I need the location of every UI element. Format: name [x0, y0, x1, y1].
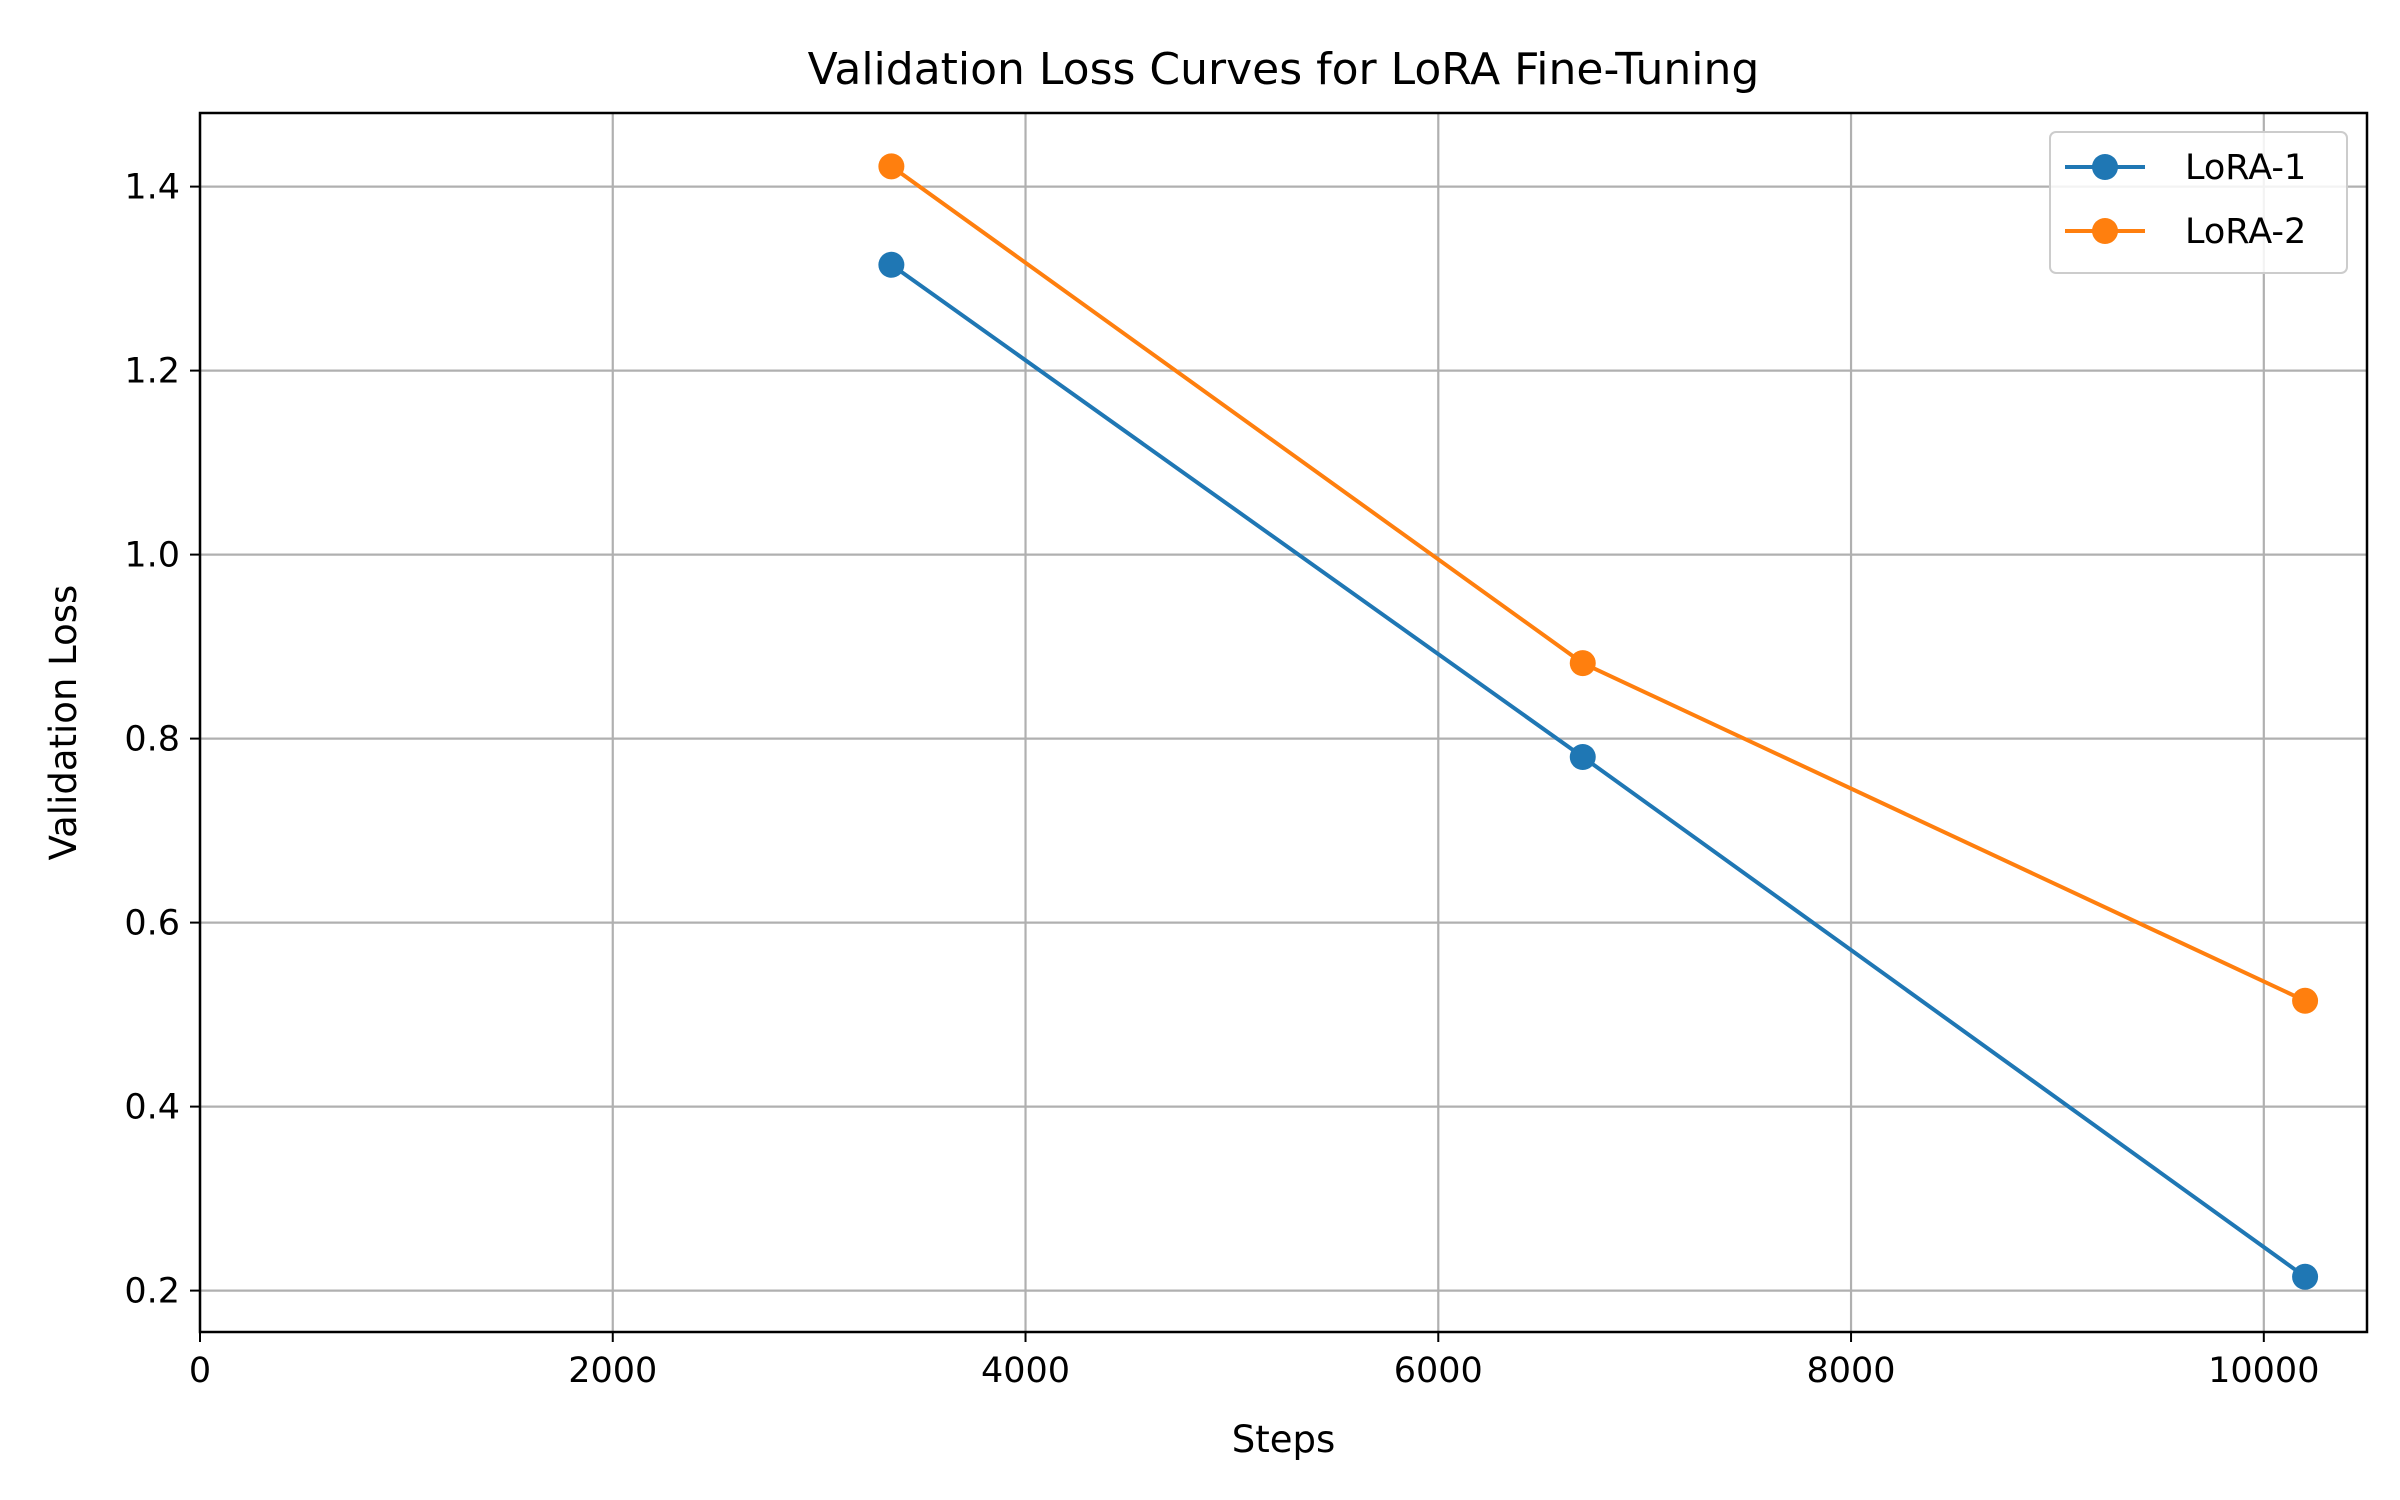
legend-marker [2092, 218, 2118, 244]
data-point [878, 153, 905, 180]
x-tick-label: 4000 [981, 1351, 1070, 1391]
y-tick-label: 0.8 [124, 720, 180, 760]
y-tick-label: 1.0 [124, 536, 180, 576]
legend: LoRA-1 LoRA-2 [2049, 131, 2348, 274]
y-tick-label: 0.4 [124, 1088, 180, 1128]
legend-marker [2092, 154, 2118, 180]
data-point [2292, 1263, 2319, 1290]
y-tick-label: 1.2 [124, 352, 180, 392]
x-axis-ticks: 0 2000 4000 6000 8000 10000 [189, 1332, 2319, 1391]
series-lora-1 [878, 251, 2319, 1290]
series-line [888, 262, 2308, 1280]
y-tick-label: 0.6 [124, 904, 180, 944]
x-tick-label: 6000 [1394, 1351, 1483, 1391]
legend-label: LoRA-1 [2185, 148, 2306, 188]
y-axis-title: Validation Loss [42, 585, 85, 861]
grid [198, 113, 2367, 1332]
legend-label: LoRA-2 [2185, 212, 2306, 252]
data-point [1569, 650, 1596, 677]
legend-items: LoRA-1 LoRA-2 [2065, 148, 2306, 252]
data-point [878, 251, 905, 278]
x-tick-label: 2000 [568, 1351, 657, 1391]
x-tick-label: 10000 [2208, 1351, 2319, 1391]
series-line [888, 163, 2308, 1004]
plot-frame [198, 111, 2369, 1334]
data-point [2292, 987, 2319, 1014]
series-lora-2 [878, 153, 2319, 1014]
plot-series [878, 153, 2319, 1290]
y-axis-ticks: 0.2 0.4 0.6 0.8 1.0 1.2 1.4 [124, 168, 200, 1312]
y-tick-label: 1.4 [124, 168, 180, 208]
y-tick-label: 0.2 [124, 1272, 180, 1312]
data-point [1569, 744, 1596, 770]
x-axis-title: Steps [1232, 1418, 1336, 1461]
x-tick-label: 8000 [1807, 1351, 1896, 1391]
x-tick-label: 0 [189, 1351, 211, 1391]
legend-item-lora-2: LoRA-2 [2065, 212, 2306, 252]
chart-title: Validation Loss Curves for LoRA Fine-Tun… [808, 44, 1760, 95]
legend-item-lora-1: LoRA-1 [2065, 148, 2306, 188]
